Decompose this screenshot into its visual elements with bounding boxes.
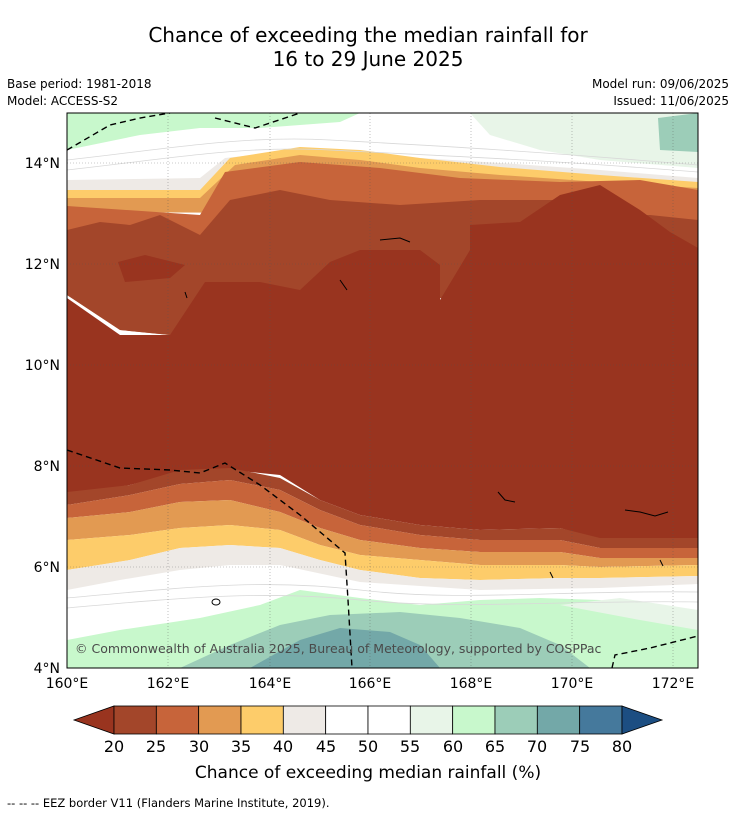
colorbar-over-arrow bbox=[621, 705, 664, 735]
colorbar-box-75-80 bbox=[579, 705, 623, 735]
southern-teal-zone bbox=[250, 628, 440, 668]
lat-label-14n: 14°N bbox=[25, 156, 60, 172]
colorbar-box-30-35 bbox=[198, 705, 242, 735]
colorbar-box-40-45 bbox=[282, 705, 327, 735]
colorbar-box-65-70 bbox=[494, 705, 538, 735]
eez-borders bbox=[67, 113, 698, 668]
colorbar-boxes bbox=[113, 705, 623, 735]
colorbar: 20 25 30 35 40 45 50 55 60 65 70 75 80 C… bbox=[72, 705, 664, 783]
base-period: Base period: 1981-2018 bbox=[7, 77, 152, 91]
core-dark-region bbox=[67, 185, 698, 540]
north-green-patch-east bbox=[470, 113, 698, 168]
lat-label-12n: 12°N bbox=[25, 257, 60, 273]
model-run: Model run: 09/06/2025 bbox=[591, 77, 729, 91]
colorbar-label-60: 60 bbox=[443, 737, 463, 756]
lon-label-172e: 172°E bbox=[652, 676, 695, 692]
rainfall-probability-map: © Commonwealth of Australia 2025, Bureau… bbox=[67, 113, 698, 668]
colorbar-label-45: 45 bbox=[316, 737, 336, 756]
colorbar-label-40: 40 bbox=[273, 737, 293, 756]
colorbar-label-75: 75 bbox=[570, 737, 590, 756]
colorbar-tick-labels: 20 25 30 35 40 45 50 55 60 65 70 75 80 bbox=[104, 737, 632, 756]
lat-label-8n: 8°N bbox=[34, 459, 60, 475]
lower-orange-band bbox=[67, 500, 698, 567]
lon-label-160e: 160°E bbox=[46, 676, 89, 692]
lon-label-168e: 168°E bbox=[450, 676, 493, 692]
lon-label-162e: 162°E bbox=[147, 676, 190, 692]
map-title-line1: Chance of exceeding the median rainfall … bbox=[148, 23, 588, 47]
colorbar-label-30: 30 bbox=[189, 737, 209, 756]
colorbar-box-55-60 bbox=[409, 705, 454, 735]
colorbar-box-25-30 bbox=[155, 705, 200, 735]
lat-label-6n: 6°N bbox=[34, 560, 60, 576]
colorbar-label-50: 50 bbox=[358, 737, 378, 756]
graticule bbox=[67, 113, 698, 668]
longitude-labels: 160°E 162°E 164°E 166°E 168°E 170°E 172°… bbox=[46, 676, 695, 692]
colorbar-label-65: 65 bbox=[485, 737, 505, 756]
colorbar-label-70: 70 bbox=[527, 737, 547, 756]
north-green-patch-west bbox=[67, 113, 360, 150]
lower-mid-orange-band bbox=[67, 480, 698, 558]
lon-label-166e: 166°E bbox=[349, 676, 392, 692]
colorbar-box-20-25 bbox=[113, 705, 157, 735]
colorbar-box-45-50 bbox=[325, 705, 369, 735]
colorbar-label-20: 20 bbox=[104, 737, 124, 756]
issued-date: Issued: 11/06/2025 bbox=[613, 94, 729, 108]
lower-yellow-band bbox=[67, 525, 698, 580]
island-outlines bbox=[184, 237, 669, 606]
colorbar-box-50-55 bbox=[367, 705, 411, 735]
copyright-text: © Commonwealth of Australia 2025, Bureau… bbox=[75, 641, 601, 656]
colorbar-box-60-65 bbox=[452, 705, 496, 735]
colorbar-label-35: 35 bbox=[231, 737, 251, 756]
colorbar-title: Chance of exceeding median rainfall (%) bbox=[195, 763, 541, 783]
colorbar-label-25: 25 bbox=[146, 737, 166, 756]
lat-label-10n: 10°N bbox=[25, 358, 60, 374]
colorbar-under-arrow bbox=[72, 705, 115, 735]
colorbar-label-55: 55 bbox=[400, 737, 420, 756]
map-frame bbox=[66, 112, 699, 669]
model-name: Model: ACCESS-S2 bbox=[7, 94, 119, 108]
lower-rust-band bbox=[67, 468, 698, 548]
colorbar-box-35-40 bbox=[240, 705, 284, 735]
lon-label-170e: 170°E bbox=[551, 676, 594, 692]
lon-label-164e: 164°E bbox=[249, 676, 292, 692]
map-title-line2: 16 to 29 June 2025 bbox=[272, 47, 464, 71]
southern-light-green-zone bbox=[560, 598, 698, 630]
lat-label-4n: 4°N bbox=[34, 661, 60, 677]
eez-footnote: -- -- -- EEZ border V11 (Flanders Marine… bbox=[7, 796, 330, 810]
lower-grey-band bbox=[67, 545, 698, 590]
colorbar-box-70-75 bbox=[536, 705, 581, 735]
latitude-labels: 14°N 12°N 10°N 8°N 6°N 4°N bbox=[25, 156, 60, 677]
north-teal-patch bbox=[658, 113, 698, 152]
colorbar-label-80: 80 bbox=[612, 737, 632, 756]
